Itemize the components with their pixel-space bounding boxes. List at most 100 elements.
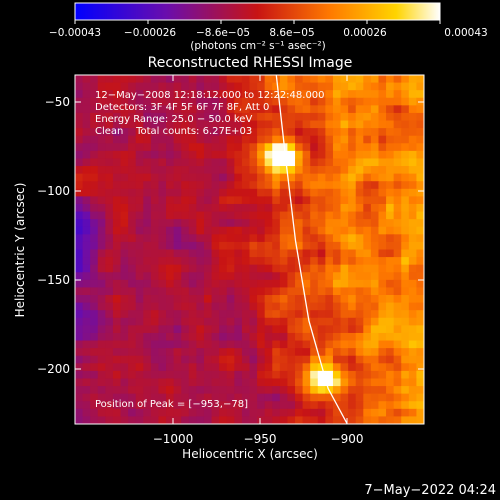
heatmap-cell <box>401 75 410 84</box>
heatmap-cell <box>287 120 296 129</box>
heatmap-cell <box>355 310 364 319</box>
heatmap-cell <box>150 370 160 380</box>
heatmap-cell <box>355 295 364 304</box>
heatmap-cell <box>310 75 319 84</box>
heatmap-cell <box>82 340 91 349</box>
heatmap-cell <box>120 264 129 273</box>
heatmap-cell <box>211 135 220 144</box>
heatmap-cell <box>112 302 122 311</box>
heatmap-cell <box>173 112 182 122</box>
heatmap-cell <box>158 378 167 387</box>
heatmap-cell <box>211 112 220 122</box>
heatmap-cell <box>211 188 220 197</box>
heatmap-cell <box>279 226 289 235</box>
heatmap-cell <box>135 105 144 114</box>
heatmap-cell <box>196 249 205 258</box>
heatmap-cell <box>287 378 296 387</box>
heatmap-cell <box>264 401 273 410</box>
heatmap-cell <box>355 264 364 273</box>
heatmap-cell <box>363 112 372 122</box>
heatmap-cell <box>211 143 220 152</box>
heatmap-cell <box>143 279 152 289</box>
heatmap-cell <box>370 120 380 129</box>
heatmap-cell <box>173 128 182 137</box>
heatmap-cell <box>241 112 251 122</box>
heatmap-cell <box>128 264 137 273</box>
heatmap-cell <box>401 355 410 364</box>
heatmap-cell <box>105 355 114 364</box>
heatmap-cell <box>302 332 311 342</box>
heatmap-cell <box>348 287 357 296</box>
heatmap-cell <box>128 386 137 395</box>
heatmap-cell <box>257 287 266 296</box>
heatmap-cell <box>378 105 387 114</box>
heatmap-cell <box>203 112 213 122</box>
heatmap-cell <box>97 332 106 342</box>
heatmap-cell <box>408 188 418 197</box>
heatmap-cell <box>203 203 213 213</box>
heatmap-cell <box>135 226 144 235</box>
heatmap-cell <box>363 226 372 235</box>
heatmap-cell <box>188 325 197 334</box>
heatmap-cell <box>378 90 387 99</box>
heatmap-cell <box>75 393 84 402</box>
chart-title: Reconstructed RHESSI Image <box>148 55 353 71</box>
heatmap-cell <box>393 112 402 122</box>
heatmap-cell <box>332 249 342 258</box>
heatmap-cell <box>97 370 106 380</box>
heatmap-cell <box>112 355 122 364</box>
heatmap-cell <box>143 211 152 220</box>
heatmap-cell <box>120 196 129 205</box>
heatmap-cell <box>135 150 144 160</box>
heatmap-cell <box>272 279 281 289</box>
heatmap-cell <box>82 325 91 334</box>
heatmap-cell <box>166 97 175 106</box>
heatmap-cell <box>348 196 357 205</box>
heatmap-cell <box>317 401 326 410</box>
heatmap-cell <box>401 386 410 395</box>
heatmap-cell <box>310 378 319 387</box>
heatmap-cell <box>332 378 342 387</box>
heatmap-cell <box>272 310 281 319</box>
heatmap-cell <box>112 166 122 175</box>
heatmap-cell <box>302 363 311 372</box>
heatmap-cell <box>249 128 258 137</box>
heatmap-cell <box>310 325 319 334</box>
heatmap-cell <box>393 97 402 106</box>
heatmap-cell <box>279 386 289 395</box>
heatmap-cell <box>150 302 160 311</box>
heatmap-cell <box>234 295 243 304</box>
heatmap-cell <box>211 249 220 258</box>
heatmap-cell <box>203 340 213 349</box>
heatmap-cell <box>196 82 205 91</box>
heatmap-cell <box>196 120 205 129</box>
heatmap-cell <box>120 416 129 424</box>
heatmap-cell <box>234 219 243 228</box>
heatmap-cell <box>348 105 357 114</box>
heatmap-cell <box>249 143 258 152</box>
heatmap-cell <box>75 143 84 152</box>
heatmap-cell <box>249 363 258 372</box>
y-axis-ticks <box>75 101 424 370</box>
heatmap-cell <box>332 340 342 349</box>
heatmap-cell <box>135 401 144 410</box>
heatmap-cell <box>257 181 266 190</box>
heatmap-cell <box>386 378 395 387</box>
heatmap-cell <box>97 325 106 334</box>
heatmap-cell <box>257 82 266 91</box>
heatmap-cell <box>82 317 91 326</box>
heatmap-cell <box>166 90 175 99</box>
heatmap-cell <box>408 135 418 144</box>
heatmap-cell <box>279 355 289 364</box>
heatmap-cell <box>90 257 99 266</box>
heatmap-cell <box>241 234 251 243</box>
heatmap-cell <box>295 325 304 334</box>
heatmap-cell <box>128 401 137 410</box>
heatmap-cell <box>370 332 380 342</box>
heatmap-cell <box>143 302 152 311</box>
heatmap-cell <box>82 128 91 137</box>
heatmap-cell <box>401 97 410 106</box>
heatmap-cell <box>226 287 235 296</box>
heatmap-cell <box>249 188 258 197</box>
heatmap-cell <box>90 203 99 213</box>
